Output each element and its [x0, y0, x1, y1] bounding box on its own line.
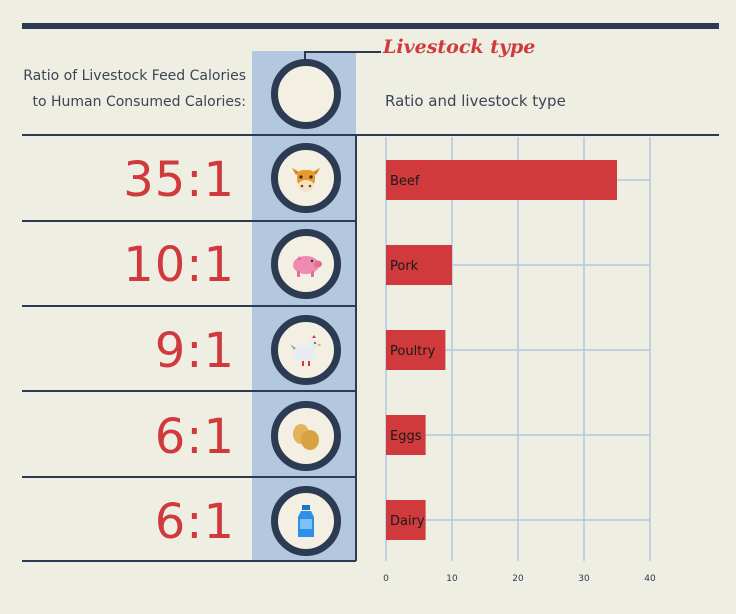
- column-header-text: Ratio of Livestock Feed Calories to Huma…: [22, 63, 246, 115]
- row-divider: [22, 476, 356, 478]
- row-divider: [22, 390, 356, 392]
- legend-ring-icon: [271, 59, 341, 129]
- header-line-1: Ratio of Livestock Feed Calories: [23, 68, 246, 84]
- bar-dairy: [386, 500, 426, 540]
- bar-label-eggs: Eggs: [390, 429, 422, 444]
- milk-bottle-icon: [271, 486, 341, 556]
- bar-label-beef: Beef: [390, 174, 420, 189]
- bar-label-poultry: Poultry: [390, 344, 436, 359]
- x-tick-label: 30: [578, 574, 590, 584]
- row-divider: [22, 560, 356, 562]
- legend-connector-line: [305, 51, 381, 53]
- table-vertical-divider: [355, 135, 357, 561]
- row-divider: [22, 220, 356, 222]
- legend-connector: [304, 51, 306, 61]
- legend-title: Livestock type: [383, 36, 536, 58]
- top-divider-bar: [22, 23, 719, 29]
- bar-eggs: [386, 415, 426, 455]
- row-divider: [22, 305, 356, 307]
- eggs-icon: [271, 401, 341, 471]
- chart-title: Ratio and livestock type: [385, 92, 566, 110]
- cow-icon: [271, 143, 341, 213]
- header-line-2: to Human Consumed Calories:: [32, 94, 247, 110]
- bar-label-dairy: Dairy: [390, 514, 425, 529]
- x-tick-label: 20: [512, 574, 524, 584]
- pig-icon: [271, 229, 341, 299]
- x-tick-label: 0: [383, 574, 389, 584]
- x-tick-label: 40: [644, 574, 656, 584]
- bar-beef: [386, 160, 617, 200]
- bar-label-pork: Pork: [390, 259, 419, 274]
- ratio-eggs: 6:1: [154, 409, 235, 465]
- bar-pork: [386, 245, 452, 285]
- ratio-beef: 35:1: [123, 152, 235, 208]
- ratio-poultry: 9:1: [154, 323, 235, 379]
- ratio-pork: 10:1: [123, 237, 235, 293]
- header-divider: [22, 134, 719, 136]
- ratio-dairy: 6:1: [154, 494, 235, 550]
- x-tick-label: 10: [446, 574, 458, 584]
- bar-poultry: [386, 330, 446, 370]
- chicken-icon: [271, 315, 341, 385]
